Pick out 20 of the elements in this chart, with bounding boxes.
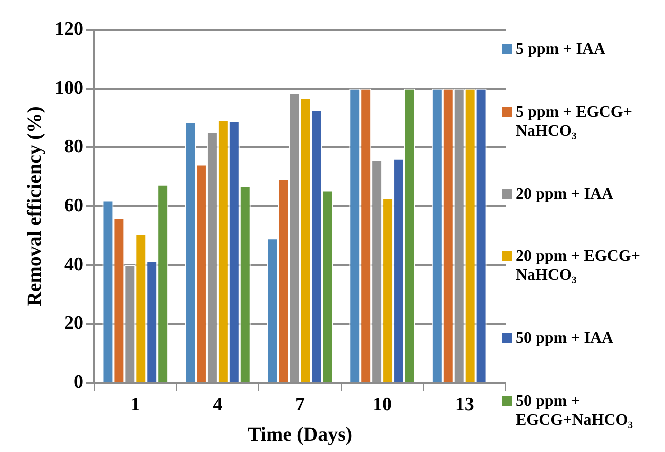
x-tick-label: 10 (373, 394, 392, 416)
x-tick-label: 7 (296, 394, 306, 416)
x-tick-label: 1 (130, 394, 140, 416)
legend-label: 50 ppm + IAA (516, 329, 614, 348)
y-tick-label: 20 (64, 313, 84, 334)
y-tick-label: 80 (64, 136, 84, 158)
y-tick-label: 40 (64, 254, 84, 276)
x-tick-label: 4 (213, 394, 224, 416)
legend-label: 50 ppm + EGCG+NaHCO₃ (516, 392, 634, 430)
y-tick-label: 120 (55, 18, 84, 40)
legend-label: 20 ppm + EGCG+ NaHCO₃ (516, 247, 642, 286)
y-tick-label: 100 (55, 78, 84, 99)
x-tick-label: 13 (455, 394, 474, 416)
x-axis-title: Time (Days) (248, 424, 353, 446)
y-tick-label: 0 (74, 372, 84, 394)
legend-label: 20 ppm + IAA (516, 184, 614, 204)
legend-label: 5 ppm + EGCG+ NaHCO₃ (516, 102, 634, 141)
y-axis-title: Removal efficiency (%) (24, 106, 46, 307)
legend-label: 5 ppm + IAA (516, 40, 606, 59)
y-tick-label: 60 (64, 196, 84, 217)
